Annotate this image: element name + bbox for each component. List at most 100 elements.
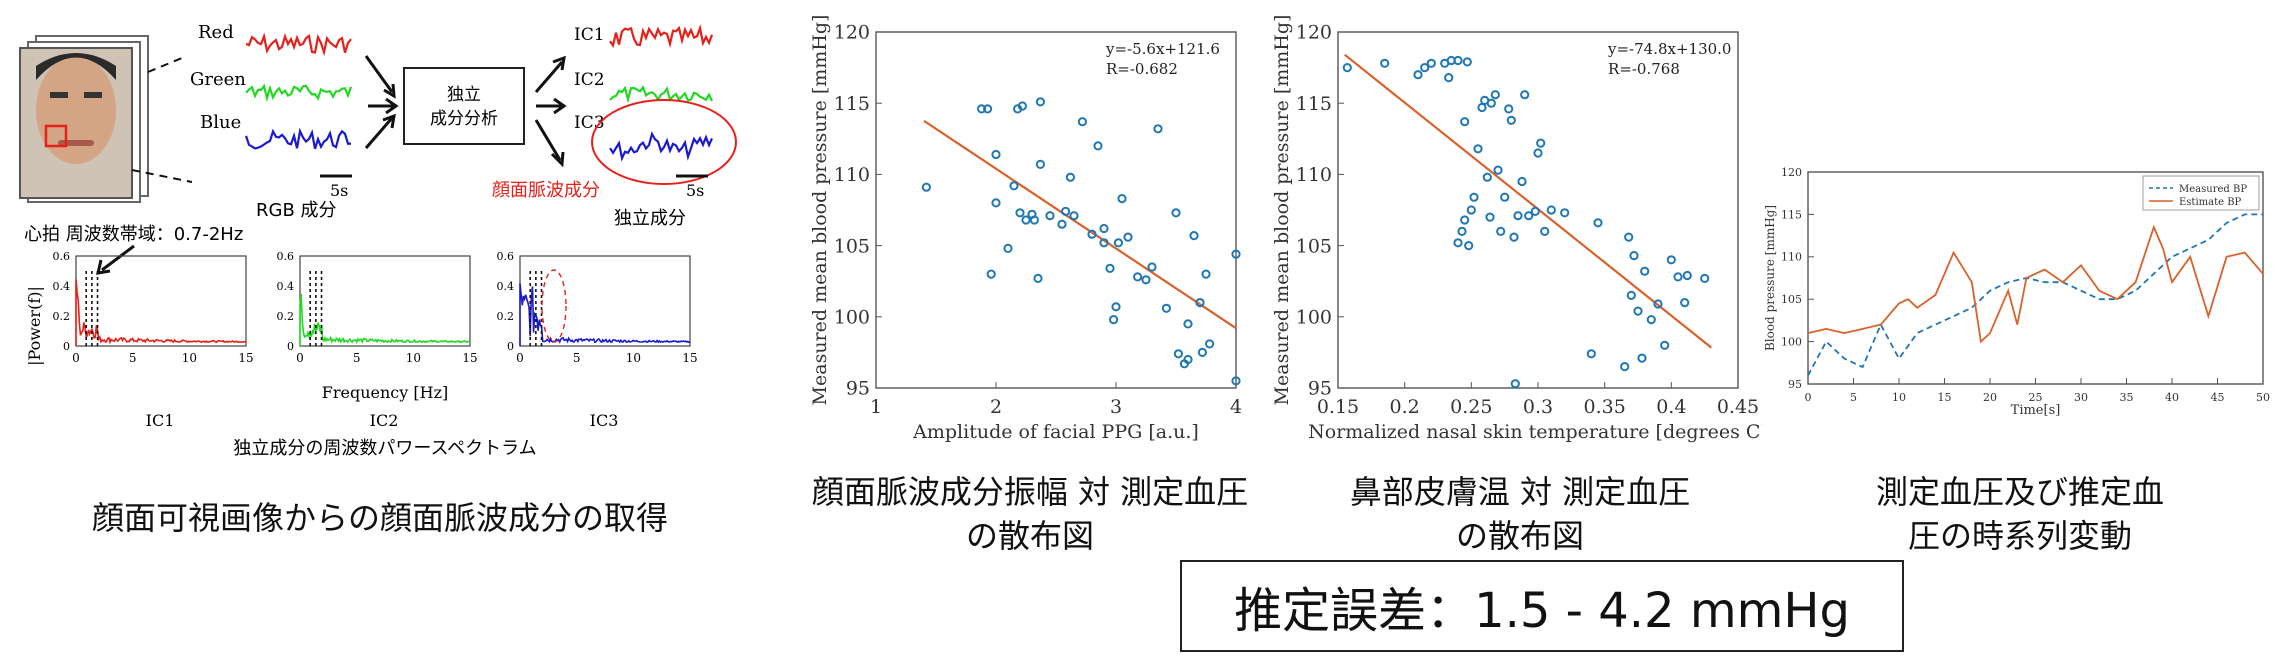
spectrum-xtick: 15	[238, 351, 253, 365]
scatter-point	[1586, 349, 1596, 359]
scatter-point	[1105, 263, 1115, 273]
spectrum-xtick: 10	[182, 351, 197, 365]
scatter-point	[1485, 212, 1495, 222]
scatter-point	[1464, 241, 1474, 251]
scatter-point	[1540, 226, 1550, 236]
scatter-point	[1666, 255, 1676, 265]
spectrum-frame-3	[519, 255, 691, 347]
scatter-point	[1460, 215, 1470, 225]
independent-label: 独立成分	[614, 208, 686, 229]
label-blue: Blue	[200, 112, 241, 133]
scatter-point	[1486, 98, 1496, 108]
x-tick-label: 0	[1805, 391, 1812, 404]
regression-annotation: y=-74.8x+130.0	[1607, 40, 1731, 58]
spectrum-xtick: 5	[353, 351, 361, 365]
y-tick-label: 115	[1781, 208, 1802, 221]
scatter-point	[1420, 63, 1430, 73]
scatter-point	[1646, 315, 1656, 325]
scatter-point	[1629, 251, 1639, 261]
x-tick-label: 30	[2074, 391, 2088, 404]
regression-annotation: y=-5.6x+121.6	[1105, 40, 1220, 58]
y-tick-label: 110	[1296, 164, 1332, 186]
scatter-point	[1342, 63, 1352, 73]
spectrum-title: 独立成分の周波数パワースペクトラム	[233, 438, 536, 459]
y-tick-label: 100	[834, 306, 870, 328]
scatter-point	[1133, 272, 1143, 282]
spectrum-xtick: 0	[296, 351, 304, 365]
x-tick-label: 0.3	[1523, 396, 1553, 418]
spectrum-xtick: 0	[72, 351, 80, 365]
scatter-point	[1153, 124, 1163, 134]
ic2-label: IC2	[574, 70, 605, 90]
y-axis-label: Measured mean blood pressure [mmHg]	[1271, 15, 1293, 406]
spectrum-xtick: 10	[626, 351, 641, 365]
scatter-point	[1189, 231, 1199, 241]
y-tick-label: 120	[1781, 166, 1802, 179]
face-image-stack	[19, 35, 149, 203]
scatter-point	[1700, 273, 1710, 283]
scatter-chart-ppg: 1 2 3 4 95 100 105 110 115 120 y=-5.6x+121.6 R=-0.6…	[809, 15, 1242, 443]
y-tick-label: 115	[1296, 93, 1332, 115]
scatter-point	[1490, 90, 1500, 100]
x-tick-label: 2	[990, 396, 1002, 418]
x-tick-label: 20	[1983, 391, 1997, 404]
signal-ic2	[609, 85, 713, 104]
scatter-point	[1147, 262, 1157, 272]
scatter-point	[1003, 243, 1013, 253]
scatter-point	[1205, 339, 1215, 349]
y-axis-label: Blood pressure [mmHg]	[1763, 205, 1777, 351]
spectrum-ytick: 0.4	[277, 280, 295, 293]
regression-line	[923, 119, 1237, 330]
y-tick-label: 105	[1296, 235, 1332, 257]
heart-band-arrow	[96, 244, 135, 275]
center-caption-line1: 顔面脈波成分振幅 対 測定血圧	[811, 473, 1249, 511]
scatter-point	[1195, 298, 1205, 308]
y-axis-label: Measured mean blood pressure [mmHg]	[809, 15, 831, 406]
scatter-point	[1183, 319, 1193, 329]
scatter-point	[1462, 57, 1472, 67]
heart-band-label: 心拍 周波数帯域：0.7-2Hz	[24, 224, 243, 245]
scatter-point	[1113, 238, 1123, 248]
scatter-point	[1517, 176, 1527, 187]
scatter-point	[1061, 206, 1071, 216]
y-tick-label: 105	[1781, 293, 1802, 306]
ica-box-line1: 独立	[447, 85, 481, 105]
scatter-point	[1593, 218, 1603, 228]
scatter-point	[1077, 117, 1087, 127]
scatter-point	[1111, 302, 1121, 312]
signal-ic3	[609, 131, 714, 162]
scatter-point	[1624, 232, 1634, 242]
spectrum-xtick: 15	[462, 351, 477, 365]
scatter-point	[1035, 159, 1045, 169]
face-photo	[36, 56, 116, 164]
scatter-point	[1015, 208, 1025, 218]
mid-caption-line1: 鼻部皮膚温 対 測定血圧	[1349, 473, 1691, 511]
scatter-point	[1123, 232, 1133, 242]
x-tick-label: 0.45	[1717, 396, 1759, 418]
scatter-point	[1109, 315, 1119, 325]
scatter-point	[1536, 138, 1546, 148]
regression-annotation: R=-0.768	[1608, 60, 1680, 78]
spectrum-ytick: 0.6	[277, 250, 295, 263]
x-tick-label: 50	[2256, 391, 2270, 404]
x-axis-label: Normalized nasal skin temperature [degre…	[1308, 421, 1762, 443]
scatter-point	[1510, 379, 1520, 389]
mid-caption: 鼻部皮膚温 対 測定血圧 の散布図	[1290, 470, 1750, 558]
scatter-point	[1560, 208, 1570, 218]
x-axis-label: Time[s]	[2011, 403, 2061, 418]
scatter-point	[1141, 275, 1151, 285]
scatter-point	[1099, 238, 1109, 248]
scale-label-rgb: 5s	[330, 181, 348, 200]
spectrum-xtick: 0	[516, 351, 524, 365]
scatter-point	[1099, 223, 1109, 234]
x-tick-label: 0.35	[1584, 396, 1626, 418]
scatter-point	[1626, 290, 1636, 300]
scatter-point	[977, 104, 987, 114]
scatter-point	[1640, 266, 1650, 276]
spectrum-ytick: 0.2	[277, 310, 295, 323]
x-tick-label: 0.25	[1450, 396, 1492, 418]
roi-box	[44, 124, 68, 148]
line-chart-timeseries: 0 5 10 15 20 25 30 35 40 45 50 95 100 105 110 115 120 Mea…	[1763, 166, 2270, 418]
scatter-point	[1680, 298, 1690, 308]
ic3-peak-highlight	[541, 269, 567, 343]
